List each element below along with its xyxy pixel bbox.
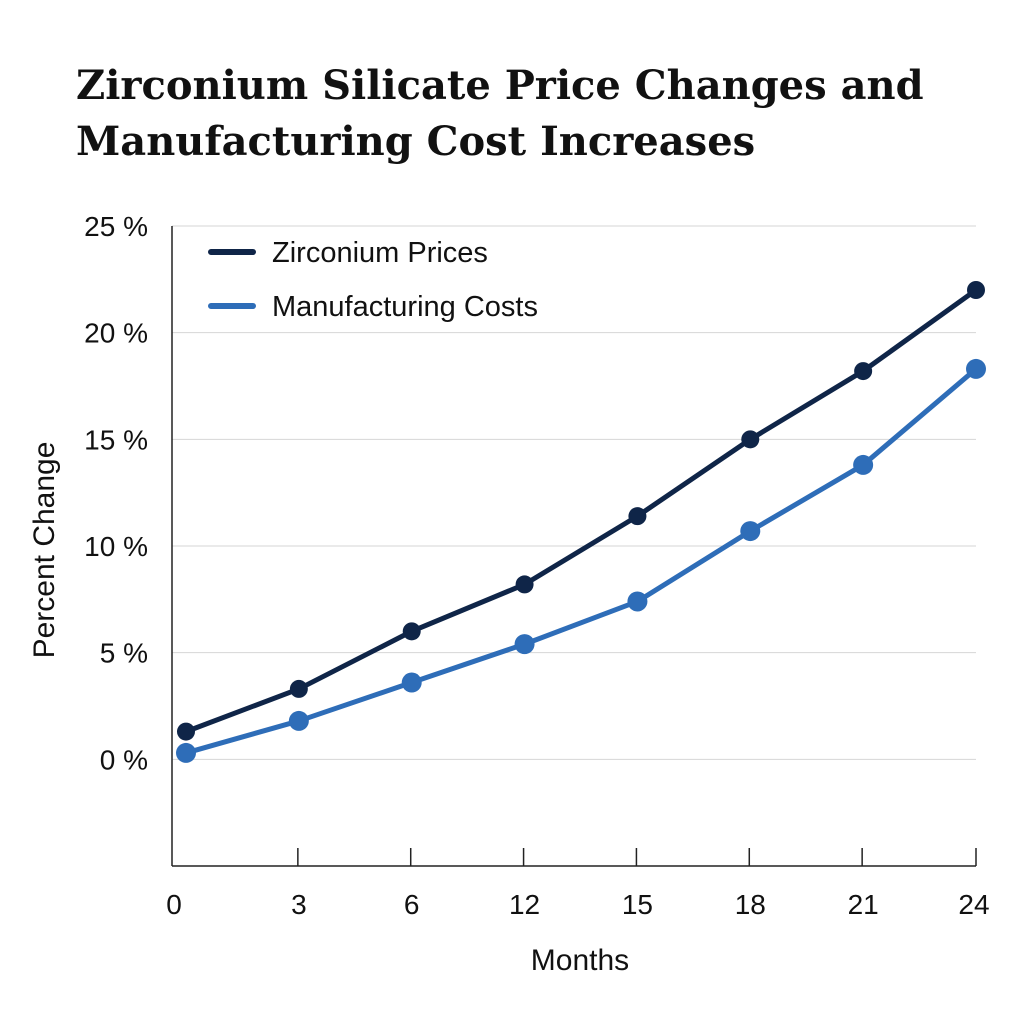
data-point (514, 634, 535, 655)
y-tick-label: 0 % (100, 744, 148, 775)
x-tick-label: 21 (848, 889, 879, 920)
x-tick-label: 3 (291, 889, 307, 920)
x-tick-label: 6 (404, 889, 420, 920)
x-tick-labels: 0 3 6 12 15 18 21 24 (166, 889, 989, 920)
gridlines (172, 225, 976, 760)
y-axis-title: Percent Change (28, 442, 61, 659)
y-tick-label: 20 % (84, 318, 148, 349)
data-point (627, 591, 648, 612)
chart-title-line-1: Zirconium Silicate Price Changes and (76, 62, 924, 109)
x-axis-title: Months (531, 944, 629, 977)
x-tick-label: 24 (958, 889, 989, 920)
y-tick-label: 15 % (84, 424, 148, 455)
legend-label: Manufacturing Costs (272, 291, 538, 323)
x-tick-label: 0 (166, 889, 182, 920)
data-point (854, 362, 873, 381)
series-line-1 (183, 287, 979, 735)
x-tick-label: 12 (509, 889, 540, 920)
data-point (515, 575, 534, 594)
y-tick-label: 10 % (84, 531, 148, 562)
data-point (289, 679, 308, 698)
data-point (628, 507, 647, 526)
data-point (741, 430, 760, 449)
series-line-2 (183, 366, 979, 756)
data-point (288, 710, 309, 731)
data-point (401, 672, 422, 693)
data-point (176, 742, 196, 763)
legend-label: Zirconium Prices (272, 237, 488, 269)
chart-title-line-2: Manufacturing Cost Increases (76, 118, 756, 165)
data-point (177, 722, 195, 741)
data-point (967, 281, 985, 299)
x-tick-label: 18 (735, 889, 766, 920)
axes (171, 226, 977, 867)
y-tick-label: 25 % (84, 211, 148, 242)
data-point (402, 622, 421, 641)
y-tick-label: 5 % (100, 638, 148, 669)
chart-title: Zirconium Silicate Price Changes and Man… (76, 58, 976, 170)
x-tick-label: 15 (622, 889, 653, 920)
data-point (966, 358, 986, 379)
data-point (740, 521, 761, 542)
legend: Zirconium Prices Manufacturing Costs (208, 237, 538, 323)
series (176, 281, 986, 763)
y-tick-labels: 0 % 5 % 10 % 15 % 20 % 25 % (84, 211, 148, 775)
data-point (853, 454, 874, 475)
